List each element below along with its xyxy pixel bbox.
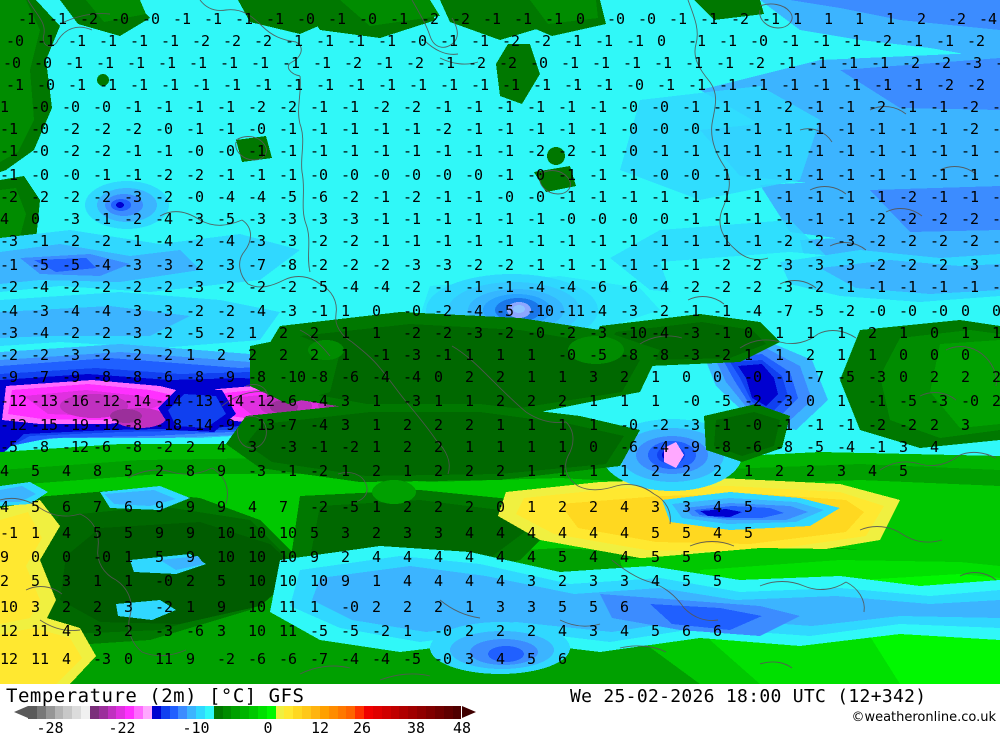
colorbar-tick: 38 <box>406 719 426 733</box>
colorbar-swatch <box>257 706 267 719</box>
colorbar-swatch <box>381 706 391 719</box>
colorbar-swatch <box>169 706 179 719</box>
colorbar-swatch <box>54 706 64 719</box>
colorbar-swatch <box>266 706 276 719</box>
colorbar-swatch <box>417 706 426 719</box>
colorbar-swatch <box>187 706 197 719</box>
colorbar-swatch <box>452 706 462 719</box>
colorbar-swatch <box>284 706 294 719</box>
colorbar-swatch <box>425 706 435 719</box>
colorbar-swatch <box>372 706 382 719</box>
colorbar-swatch <box>81 706 90 719</box>
colorbar-swatch <box>213 706 223 719</box>
colorbar-swatch <box>443 706 453 719</box>
colorbar-swatch <box>204 706 214 719</box>
colorbar-swatch <box>45 706 55 719</box>
colorbar-swatches <box>28 706 462 719</box>
colorbar-tick: 48 <box>452 719 472 733</box>
colorbar-swatch <box>98 706 108 719</box>
map-title: Temperature (2m) [°C] GFS <box>6 685 305 707</box>
colorbar-swatch <box>116 706 126 719</box>
colorbar-swatch <box>89 706 99 719</box>
colorbar-swatch <box>337 706 347 719</box>
colorbar-tick: -28 <box>36 719 64 733</box>
colorbar-tick: -10 <box>182 719 210 733</box>
colorbar-swatch <box>178 706 188 719</box>
temperature-colorbar[interactable]: -28 -22 -10 0 12 26 38 48 <box>0 706 500 733</box>
temperature-field <box>0 0 1000 684</box>
colorbar-swatch <box>319 706 329 719</box>
run-timestamp: We 25-02-2026 18:00 UTC (12+342) <box>570 686 927 707</box>
colorbar-swatch <box>36 706 46 719</box>
colorbar-swatch <box>346 706 356 719</box>
colorbar-swatch <box>107 706 117 719</box>
colorbar-right-arrow <box>462 706 476 718</box>
colorbar-swatch <box>28 706 37 719</box>
colorbar-swatch <box>249 706 258 719</box>
colorbar-swatch <box>160 706 170 719</box>
colorbar-swatch <box>364 706 373 719</box>
colorbar-swatch <box>151 706 161 719</box>
colorbar-swatch <box>63 706 73 719</box>
colorbar-tick: -22 <box>108 719 136 733</box>
colorbar-swatch <box>142 706 152 719</box>
colorbar-swatch <box>196 706 205 719</box>
forecast-map[interactable]: -1 -1 -2 -0 -0 -1 -1 -1 -1 -0 -1 -0 -1 -2 -2 -1 -1 -1 0 -0-… <box>0 0 1000 684</box>
colorbar-swatch <box>328 706 338 719</box>
colorbar-tick: 0 <box>263 719 273 733</box>
colorbar-swatch <box>399 706 409 719</box>
coastline-overlay <box>0 0 997 681</box>
colorbar-swatch <box>240 706 250 719</box>
map-footer: Temperature (2m) [°C] GFS We 25-02-2026 … <box>0 684 1000 733</box>
colorbar-swatch <box>408 706 418 719</box>
copyright-credit: ©weatheronline.co.uk <box>851 710 996 725</box>
colorbar-swatch <box>275 706 285 719</box>
colorbar-tick: 12 <box>310 719 330 733</box>
colorbar-swatch <box>125 706 135 719</box>
colorbar-swatch <box>311 706 320 719</box>
colorbar-swatch <box>390 706 400 719</box>
colorbar-swatch <box>355 706 365 719</box>
colorbar-tick: 26 <box>352 719 372 733</box>
colorbar-swatch <box>134 706 143 719</box>
colorbar-swatch <box>222 706 232 719</box>
colorbar-swatch <box>302 706 311 719</box>
colorbar-swatch <box>231 706 241 719</box>
colorbar-tick-labels: -28 -22 -10 0 12 26 38 48 <box>0 719 500 733</box>
colorbar-swatch <box>72 706 82 719</box>
colorbar-left-arrow <box>14 706 28 718</box>
colorbar-swatch <box>434 706 444 719</box>
colorbar-swatch <box>293 706 303 719</box>
